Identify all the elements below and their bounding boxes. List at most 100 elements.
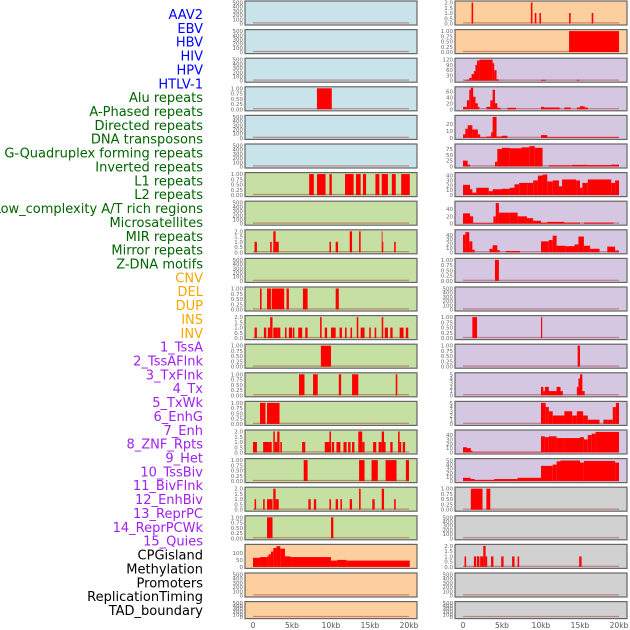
y-tick-label: 400 — [233, 262, 244, 268]
data-bar — [582, 182, 588, 196]
data-bar — [277, 327, 281, 339]
data-bar — [544, 437, 549, 453]
data-bar — [580, 374, 583, 396]
data-bar — [473, 96, 476, 110]
y-tick-label: 1.00 — [231, 372, 244, 378]
data-bar — [384, 327, 388, 339]
y-tick-label: 30 — [446, 437, 453, 443]
data-bar — [305, 327, 308, 339]
data-bar — [556, 461, 561, 482]
y-tick-label: 200 — [233, 585, 244, 591]
y-tick-label: 1.0 — [234, 440, 243, 446]
y-tick-label: 1 — [450, 389, 454, 395]
y-tick-label: 4 — [450, 377, 454, 383]
track-panel: 0.000.250.500.751.00 — [231, 458, 418, 485]
track-label: Directed repeats — [95, 119, 204, 134]
track-label: 14_ReprPCWk — [113, 521, 204, 536]
data-bar — [494, 70, 497, 81]
data-bar — [254, 499, 257, 510]
track-label: 15_Quies — [143, 535, 203, 550]
data-bar — [576, 386, 579, 396]
y-tick-label: 300 — [443, 607, 454, 613]
y-tick-label: 500 — [443, 515, 454, 521]
y-tick-label: 0 — [450, 222, 454, 228]
data-bar — [519, 182, 528, 196]
data-bar — [502, 135, 508, 138]
y-tick-label: 100 — [233, 160, 244, 166]
y-tick-label: 0.25 — [441, 331, 454, 337]
data-bar — [268, 554, 271, 567]
y-tick-label: 0.25 — [231, 302, 244, 308]
y-tick-label: 0 — [450, 193, 454, 199]
data-bar — [517, 216, 527, 224]
track-label: INS — [181, 313, 203, 328]
y-tick-label: 20 — [446, 442, 453, 448]
data-bar — [497, 107, 501, 110]
data-bar — [477, 106, 480, 110]
data-bar — [335, 499, 339, 510]
panel-background — [244, 57, 418, 83]
data-bar — [381, 174, 388, 196]
data-bar — [276, 546, 281, 567]
data-bar — [352, 442, 355, 453]
data-bar — [343, 442, 347, 453]
y-tick-label: 0.75 — [231, 521, 244, 527]
data-bar — [560, 391, 563, 396]
data-bar — [337, 559, 347, 567]
data-bar — [562, 179, 577, 196]
y-tick-label: 0.5 — [444, 16, 453, 22]
data-bar — [308, 499, 311, 510]
data-bar — [584, 107, 588, 110]
data-bar — [477, 556, 480, 567]
track-panel: 0.000.250.500.751.00 — [441, 29, 628, 56]
data-bar — [335, 288, 339, 310]
data-bar — [556, 386, 561, 396]
data-bar — [534, 13, 537, 24]
y-tick-label: 400 — [233, 119, 244, 125]
data-bar — [494, 161, 498, 167]
baseline-mark — [253, 79, 409, 81]
data-bar — [544, 107, 560, 110]
y-tick-label: 300 — [443, 295, 454, 301]
track-panel: 0.000.250.500.751.00 — [231, 400, 418, 428]
data-bar — [476, 187, 489, 196]
y-tick-label: 100 — [233, 551, 244, 557]
data-bar — [580, 187, 583, 196]
y-tick-label: 2.0 — [234, 315, 243, 321]
y-tick-label: 0.00 — [441, 279, 454, 285]
y-tick-label: 0.5 — [234, 331, 243, 337]
data-bar — [329, 241, 331, 253]
y-tick-label: 1.5 — [234, 435, 243, 441]
data-bar — [547, 181, 553, 196]
y-tick-label: 400 — [233, 62, 244, 68]
data-bar — [560, 460, 580, 482]
data-bar — [302, 442, 306, 453]
data-bar — [541, 402, 546, 424]
y-tick-label: 100 — [233, 218, 244, 224]
y-tick-label: 400 — [233, 5, 244, 11]
data-bar — [548, 240, 553, 253]
track-label: L2 repeats — [134, 188, 203, 203]
data-bar — [381, 317, 384, 339]
panel-background — [244, 572, 418, 598]
data-bar — [496, 79, 499, 81]
track-label: Z-DNA motifs — [116, 257, 203, 272]
data-bar — [309, 174, 314, 196]
y-tick-label: 10 — [446, 129, 453, 135]
y-tick-label: 0.50 — [441, 354, 454, 360]
y-tick-label: 20 — [446, 214, 453, 220]
track-panel: 0.00.51.01.52.0 — [234, 315, 418, 342]
data-bar — [541, 436, 545, 453]
data-bar — [399, 442, 402, 453]
data-bar — [399, 327, 404, 339]
data-bar — [494, 479, 518, 482]
data-bar — [473, 556, 477, 567]
y-tick-label: 20 — [446, 471, 453, 477]
data-bar — [552, 415, 565, 424]
y-tick-label: 20 — [446, 183, 453, 189]
